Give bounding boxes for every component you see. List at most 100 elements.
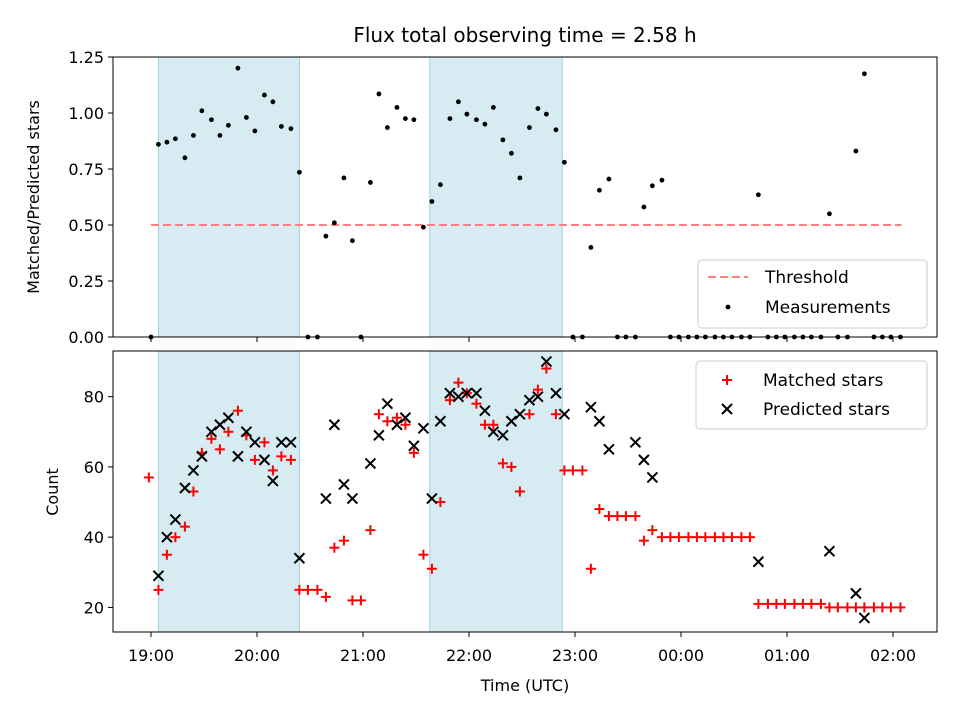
legend-threshold-label: Threshold bbox=[764, 268, 849, 288]
bottom-y-axis-label: Count bbox=[43, 468, 62, 516]
matched-star-point bbox=[612, 511, 623, 522]
measurement-point bbox=[394, 105, 400, 110]
predicted-star-point bbox=[752, 556, 765, 568]
predicted-star-point-b bbox=[381, 397, 394, 410]
matched-star-point bbox=[638, 535, 649, 546]
matched-star-point bbox=[249, 454, 260, 465]
predicted-star-point-b bbox=[249, 436, 261, 449]
matched-star-point bbox=[559, 465, 570, 476]
matched-star-point bbox=[408, 447, 419, 458]
top-shaded-interval-0 bbox=[157, 56, 300, 338]
predicted-star-point-b bbox=[479, 405, 491, 417]
predicted-star-point bbox=[487, 426, 500, 438]
matched-star-point bbox=[832, 602, 843, 613]
predicted-star-point bbox=[629, 436, 642, 449]
measurement-point bbox=[827, 211, 832, 217]
predicted-star-point-b bbox=[646, 471, 659, 484]
predicted-star-point bbox=[603, 443, 615, 456]
predicted-star-point-b bbox=[373, 429, 385, 442]
matched-star-point bbox=[895, 602, 906, 613]
measurement-point bbox=[588, 245, 594, 250]
matched-star-point bbox=[842, 602, 853, 613]
bottom-y-tick-label: 20 bbox=[84, 598, 104, 617]
matched-star-point bbox=[373, 409, 384, 420]
predicted-star-point bbox=[479, 405, 491, 417]
predicted-star-point-b bbox=[338, 478, 350, 491]
measurement-point bbox=[606, 176, 612, 182]
predicted-star-point-b bbox=[858, 612, 871, 624]
measurement-point bbox=[288, 126, 294, 132]
matched-star-point bbox=[206, 433, 217, 444]
predicted-star-point bbox=[267, 475, 279, 487]
bottom-y-tick-label: 40 bbox=[84, 528, 104, 547]
predicted-star-point-b bbox=[187, 464, 200, 477]
predicted-star-point-b bbox=[346, 492, 359, 505]
predicted-star-point-b bbox=[523, 394, 536, 406]
matched-star-point bbox=[673, 532, 684, 543]
predicted-star-point-b bbox=[214, 419, 226, 431]
predicted-star-point bbox=[540, 355, 553, 368]
matched-star-point bbox=[718, 532, 729, 543]
matched-star-point bbox=[444, 395, 455, 406]
matched-star-point bbox=[753, 598, 764, 609]
predicted-star-point bbox=[532, 390, 544, 403]
predicted-star-point bbox=[249, 436, 261, 449]
measurement-point bbox=[641, 204, 647, 210]
predicted-star-point-b bbox=[179, 482, 191, 494]
matched-star-point bbox=[789, 598, 800, 609]
top-x-ticks bbox=[150, 337, 894, 342]
matched-star-point bbox=[259, 437, 270, 448]
measurement-point bbox=[509, 150, 514, 156]
predicted-star-point-b bbox=[426, 492, 438, 505]
predicted-star-point-b bbox=[293, 552, 306, 564]
predicted-star-point bbox=[514, 408, 526, 420]
legend-measurements-swatch bbox=[725, 304, 731, 310]
predicted-star-point bbox=[408, 440, 420, 452]
predicted-star-point bbox=[426, 492, 438, 505]
matched-star-point bbox=[806, 598, 817, 609]
measurement-point bbox=[527, 125, 532, 130]
predicted-star-point-b bbox=[222, 412, 235, 424]
measurement-point bbox=[262, 92, 267, 98]
top-y-tick-label: 0.75 bbox=[68, 160, 104, 179]
predicted-star-point-b bbox=[444, 387, 456, 399]
matched-stars-points bbox=[143, 363, 906, 613]
predicted-star-point bbox=[285, 436, 297, 449]
matched-star-point bbox=[630, 511, 641, 522]
matched-star-point bbox=[868, 602, 879, 613]
predicted-star-point-b bbox=[497, 429, 509, 442]
matched-star-point bbox=[771, 598, 782, 609]
bottom-legend-box bbox=[695, 360, 928, 430]
predicted-star-point bbox=[293, 552, 306, 564]
matched-star-point bbox=[815, 598, 826, 609]
matched-star-point bbox=[285, 454, 296, 465]
matched-star-point bbox=[188, 486, 199, 497]
predicted-star-point bbox=[364, 457, 377, 470]
predicted-star-point bbox=[232, 450, 244, 463]
measurement-point bbox=[403, 116, 408, 121]
predicted-star-point bbox=[417, 422, 430, 434]
bottom-x-tick-label: 01:00 bbox=[764, 646, 810, 665]
matched-star-point bbox=[567, 465, 578, 476]
matched-star-point bbox=[514, 486, 525, 497]
predicted-star-point-b bbox=[461, 387, 473, 399]
matched-star-point bbox=[541, 363, 552, 374]
predicted-star-point bbox=[434, 415, 447, 427]
predicted-star-point-b bbox=[232, 450, 244, 463]
predicted-star-point-b bbox=[196, 450, 208, 463]
matched-star-point bbox=[232, 405, 243, 416]
matched-star-point bbox=[656, 532, 667, 543]
measurement-point bbox=[447, 116, 453, 121]
matched-star-point bbox=[497, 458, 508, 469]
measurement-point bbox=[535, 106, 541, 111]
predicted-star-point bbox=[470, 387, 483, 399]
matched-star-point bbox=[550, 409, 561, 420]
predicted-star-point-b bbox=[514, 408, 526, 420]
predicted-stars-points bbox=[152, 355, 871, 624]
predicted-star-point bbox=[523, 394, 536, 406]
matched-star-point bbox=[885, 602, 896, 613]
predicted-star-point-b bbox=[417, 422, 430, 434]
top-y-axis-label: Matched/Predicted stars bbox=[24, 100, 43, 294]
measurement-point bbox=[270, 99, 276, 105]
top-y-tick-label: 0.50 bbox=[68, 216, 104, 235]
